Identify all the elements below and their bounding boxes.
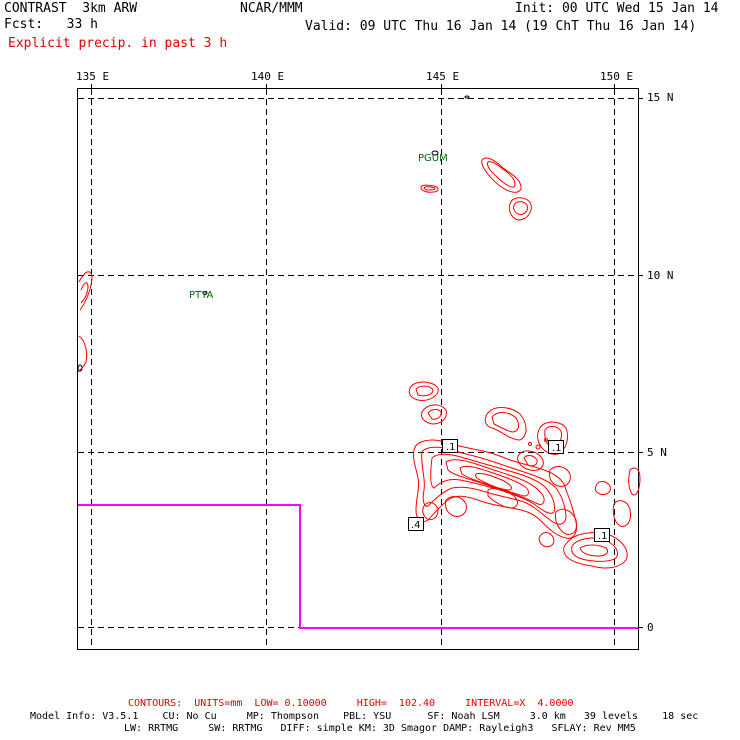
init-time: Init: 00 UTC Wed 15 Jan 14 bbox=[515, 1, 719, 16]
max-label: .1 bbox=[598, 531, 608, 542]
precip-cell bbox=[491, 412, 520, 433]
island-coast bbox=[464, 95, 470, 99]
precip-cell bbox=[475, 473, 513, 491]
precip-cell bbox=[487, 161, 516, 188]
precip-cell bbox=[513, 201, 528, 215]
precip-cell bbox=[459, 465, 529, 497]
precip-cell bbox=[422, 502, 439, 521]
precip-cell bbox=[549, 466, 571, 487]
precip-cell bbox=[612, 500, 631, 527]
precip-cell bbox=[555, 508, 577, 535]
lat-label-10: 10 N bbox=[647, 269, 674, 282]
field-title: Explicit precip. in past 3 h bbox=[8, 36, 228, 51]
lon-label-140: 140 E bbox=[251, 70, 285, 83]
precip-cell bbox=[420, 184, 439, 193]
precip-cell bbox=[415, 385, 434, 397]
model-info-line-1: Model Info: V3.5.1 CU: No Cu MP: Thompso… bbox=[30, 711, 699, 722]
precip-cell bbox=[421, 446, 567, 525]
yap-coast bbox=[202, 291, 208, 295]
precip-cell bbox=[445, 459, 545, 505]
map-frame bbox=[77, 88, 639, 650]
station-ptya: PTYA bbox=[189, 290, 213, 301]
max-label: .1 bbox=[552, 443, 562, 454]
precip-cell bbox=[481, 157, 522, 193]
coastlines bbox=[77, 95, 470, 372]
guam-coast bbox=[431, 150, 439, 156]
max-label-box bbox=[594, 528, 610, 542]
precip-cell bbox=[484, 407, 527, 441]
precip-cell bbox=[445, 496, 467, 517]
tick-marks bbox=[91, 84, 643, 628]
max-label: .4 bbox=[411, 520, 421, 531]
precip-cell bbox=[628, 467, 641, 496]
valid-time: Valid: 09 UTC Thu 16 Jan 14 (19 ChT Thu … bbox=[305, 19, 697, 34]
precip-cell bbox=[523, 455, 538, 467]
precip-cell bbox=[538, 532, 555, 548]
precip-cell bbox=[427, 409, 442, 420]
lat-label-0: 0 bbox=[647, 621, 654, 634]
lon-label-150: 150 E bbox=[600, 70, 634, 83]
precip-cell bbox=[430, 453, 555, 514]
model-title: CONTRAST 3km ARW bbox=[4, 1, 138, 16]
precip-cell bbox=[77, 335, 88, 373]
precip-cell bbox=[508, 197, 532, 221]
forecast-hour: Fcst: 33 h bbox=[4, 17, 98, 32]
max-label-box bbox=[548, 440, 564, 454]
precip-cell bbox=[408, 381, 439, 401]
max-label-box bbox=[442, 439, 458, 453]
precip-cell bbox=[487, 487, 518, 509]
lat-label-5: 5 N bbox=[647, 446, 667, 459]
precip-cell bbox=[517, 450, 544, 471]
max-label-box bbox=[408, 517, 424, 531]
station-pgum: PGUM bbox=[418, 153, 448, 164]
contour-info: CONTOURS: UNITS=mm LOW= 0.10000 HIGH= 10… bbox=[128, 698, 574, 709]
lon-label-145: 145 E bbox=[426, 70, 460, 83]
precip-cell bbox=[594, 481, 611, 495]
lat-lon-grid bbox=[78, 89, 638, 649]
precip-cell bbox=[535, 444, 541, 450]
precip-cell bbox=[528, 442, 532, 446]
model-info-line-2: LW: RRTMG SW: RRTMG DIFF: simple KM: 3D … bbox=[124, 723, 636, 734]
nest-domain-boundary bbox=[78, 504, 638, 629]
precip-cell bbox=[80, 282, 89, 304]
lat-label-15: 15 N bbox=[647, 91, 674, 104]
max-label: .1 bbox=[446, 442, 456, 453]
precip-contours bbox=[77, 157, 641, 569]
lon-label-135: 135 E bbox=[76, 70, 110, 83]
precip-cell bbox=[423, 186, 436, 191]
precip-cell bbox=[544, 438, 548, 442]
precip-cell bbox=[579, 544, 609, 557]
maxima-labels: .1 .1 .4 .1 bbox=[408, 439, 610, 542]
organization: NCAR/MMM bbox=[240, 1, 303, 16]
precip-cell bbox=[78, 271, 93, 311]
precip-cell bbox=[421, 404, 447, 425]
